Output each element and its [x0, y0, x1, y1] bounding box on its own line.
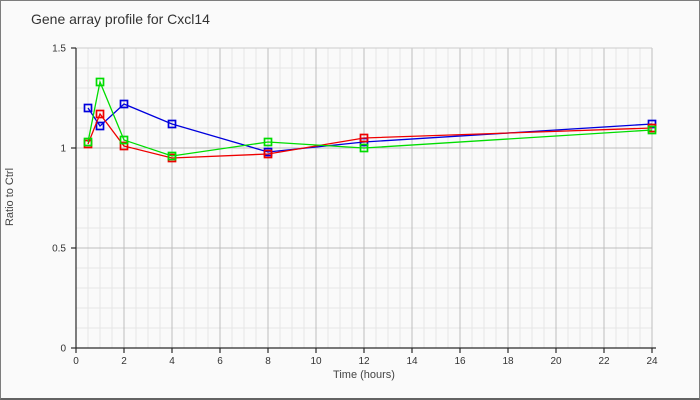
- x-tick-label: 24: [646, 356, 658, 367]
- x-tick-label: 12: [358, 356, 370, 367]
- x-tick-label: 4: [169, 356, 175, 367]
- green-series-marker: [263, 137, 273, 147]
- x-tick-label: 22: [598, 356, 610, 367]
- green-series-marker: [359, 143, 369, 153]
- y-tick-label: 0.5: [52, 244, 66, 255]
- green-series-marker: [167, 151, 177, 161]
- x-axis-label: Time (hours): [333, 369, 395, 381]
- y-tick-label: 0: [60, 344, 66, 355]
- x-tick-label: 8: [265, 356, 271, 367]
- red-series-marker: [119, 141, 129, 151]
- blue-series-marker: [83, 103, 93, 113]
- y-tick-label: 1.5: [52, 44, 66, 55]
- red-series-marker: [263, 149, 273, 159]
- chart-title: Gene array profile for Cxcl14: [31, 11, 210, 27]
- x-tick-label: 16: [454, 356, 466, 367]
- x-tick-label: 2: [121, 356, 127, 367]
- red-series-marker: [359, 133, 369, 143]
- y-tick-label: 1: [60, 144, 66, 155]
- red-series-line: [87, 112, 653, 159]
- blue-series-marker: [167, 119, 177, 129]
- red-series-marker: [95, 109, 105, 119]
- x-tick-label: 6: [217, 356, 223, 367]
- blue-series-marker: [119, 99, 129, 109]
- green-series-line: [87, 79, 653, 157]
- green-series-marker: [647, 125, 657, 135]
- green-series-marker: [119, 135, 129, 145]
- x-tick-label: 0: [73, 356, 79, 367]
- green-series-marker: [95, 77, 105, 87]
- x-tick-label: 18: [502, 356, 514, 367]
- blue-series-marker: [95, 121, 105, 131]
- x-tick-label: 10: [310, 356, 322, 367]
- x-tick-label: 20: [550, 356, 562, 367]
- green-series-marker: [83, 137, 93, 147]
- x-tick-label: 14: [406, 356, 418, 367]
